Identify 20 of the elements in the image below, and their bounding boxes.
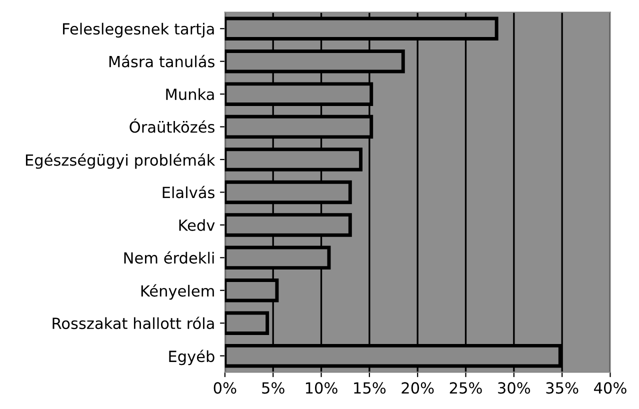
y-tick-label: Rosszakat hallott róla	[52, 316, 214, 330]
x-tick-label: 20%	[402, 382, 434, 394]
y-tick-label: Munka	[166, 88, 214, 100]
y-tick-label: Kedv	[179, 219, 215, 231]
x-tick-label: 40%	[594, 382, 626, 394]
y-tick-label: Egészségügyi problémák	[26, 153, 216, 169]
x-tick-label: 10%	[306, 382, 338, 394]
y-tick-label: Óraütközés	[130, 118, 214, 133]
y-tick-label: Másra tanulás	[109, 54, 214, 68]
y-tick-label: Feleslegesnek tartja	[63, 22, 214, 38]
y-tick-label: Egyéb	[169, 350, 214, 366]
x-tick-label: 5%	[262, 382, 284, 394]
y-tick-label: Elalvás	[162, 186, 214, 198]
y-tick-label: Kényelem	[141, 284, 214, 300]
y-tick-label: Nem érdekli	[124, 251, 214, 264]
x-tick-label: 35%	[546, 382, 578, 394]
x-tick-label: 15%	[354, 382, 386, 394]
x-tick-label: 30%	[498, 382, 530, 394]
x-tick-label: 25%	[450, 382, 482, 394]
x-tick-label: 0%	[214, 382, 236, 394]
